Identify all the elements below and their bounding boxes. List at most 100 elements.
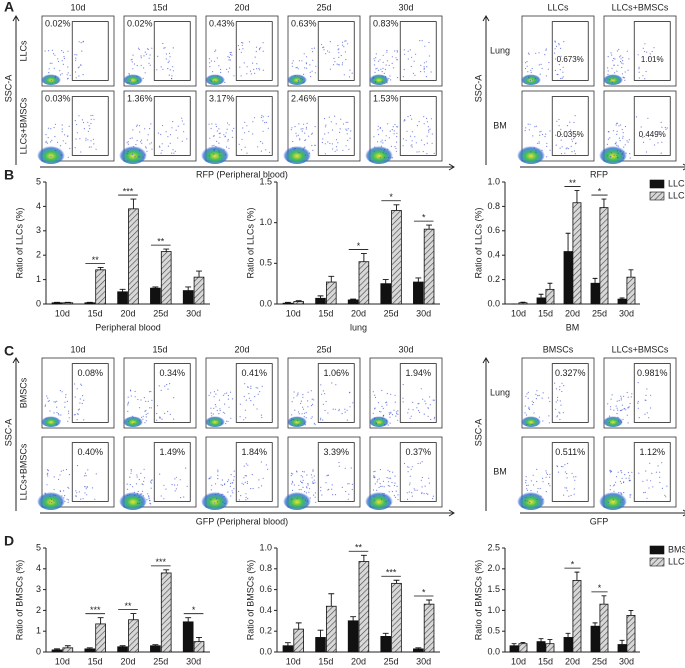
event-dot: [646, 388, 648, 390]
event-dot: [230, 495, 232, 497]
event-dot: [169, 69, 171, 71]
error-bar: [152, 644, 159, 646]
event-dot: [410, 65, 412, 68]
event-dot: [568, 495, 570, 497]
event-dot: [150, 481, 152, 483]
event-dot: [374, 477, 376, 479]
error-bar: [317, 295, 324, 299]
event-dot: [258, 487, 260, 489]
event-dot: [426, 153, 428, 155]
event-dot: [233, 488, 235, 490]
event-dot: [308, 488, 311, 490]
event-dot: [409, 484, 411, 486]
significance-mark: *: [598, 583, 602, 593]
event-dot: [162, 42, 164, 45]
event-dot: [314, 492, 316, 494]
event-dot: [322, 403, 324, 405]
event-dot: [538, 394, 540, 397]
event-dot: [212, 71, 214, 73]
x-tick-label: 20d: [565, 656, 580, 666]
event-dot: [136, 75, 138, 77]
event-dot: [645, 470, 647, 472]
event-dot: [301, 130, 303, 132]
event-dot: [301, 482, 304, 484]
event-dot: [348, 483, 350, 485]
event-dot: [260, 150, 262, 152]
event-dot: [90, 122, 92, 125]
event-dot: [303, 81, 305, 84]
event-dot: [69, 147, 71, 150]
event-dot: [260, 414, 263, 416]
error-bar: [130, 198, 137, 209]
event-dot: [396, 136, 398, 138]
event-dot: [337, 44, 339, 47]
event-dot: [373, 64, 376, 66]
event-dot: [623, 146, 625, 148]
event-dot: [617, 409, 619, 411]
event-dot: [49, 501, 51, 503]
event-dot: [172, 66, 174, 68]
event-dot: [612, 78, 614, 80]
event-dot: [380, 141, 382, 143]
y-tick-label: 2: [36, 250, 41, 260]
y-axis-label: Ratio of BMSCs (%): [245, 560, 255, 641]
event-dot: [227, 420, 229, 422]
legend-label: LLCs: [668, 178, 685, 188]
event-dot: [307, 406, 309, 408]
event-dot: [89, 127, 91, 130]
event-dot: [557, 399, 559, 401]
event-dot: [379, 468, 381, 471]
event-dot: [409, 49, 411, 51]
event-dot: [414, 136, 416, 138]
error-bar: [628, 609, 634, 616]
event-dot: [73, 414, 75, 416]
event-dot: [214, 404, 216, 406]
event-dot: [77, 413, 79, 415]
event-dot: [126, 483, 128, 485]
x-axis-label: lung: [350, 322, 367, 332]
event-dot: [159, 417, 161, 419]
event-dot: [61, 131, 63, 133]
event-dot: [305, 139, 307, 141]
x-tick-label: 10d: [55, 656, 70, 666]
error-bar: [295, 300, 302, 302]
event-dot: [167, 136, 169, 138]
event-dot: [138, 420, 140, 422]
significance-mark: ***: [156, 557, 167, 567]
event-dot: [215, 406, 217, 408]
event-dot: [532, 474, 534, 476]
event-dot: [410, 468, 412, 470]
y-tick-label: 2.5: [487, 542, 500, 552]
event-dot: [168, 52, 171, 55]
event-dot: [144, 154, 146, 156]
event-dot: [230, 51, 232, 54]
event-dot: [304, 67, 306, 69]
event-dot: [429, 128, 431, 130]
event-dot: [616, 70, 618, 72]
event-dot: [147, 134, 149, 136]
population-core: [369, 73, 389, 85]
event-dot: [646, 497, 648, 499]
event-dot: [645, 394, 647, 396]
population-core: [41, 415, 61, 427]
event-dot: [145, 413, 147, 415]
event-dot: [428, 482, 430, 484]
event-dot: [138, 502, 140, 504]
legend-swatch: [649, 545, 665, 555]
event-dot: [574, 479, 576, 481]
event-dot: [231, 130, 233, 132]
event-dot: [421, 461, 423, 463]
event-dot: [134, 396, 136, 398]
event-dot: [394, 482, 396, 484]
event-dot: [311, 416, 313, 418]
event-dot: [217, 492, 219, 494]
event-dot: [524, 67, 527, 70]
event-dot: [373, 136, 375, 138]
event-dot: [86, 494, 88, 496]
axis-arrowhead: [482, 15, 490, 22]
event-dot: [75, 77, 77, 79]
event-dot: [410, 145, 412, 147]
event-dot: [387, 481, 390, 483]
event-dot: [294, 75, 296, 77]
event-dot: [213, 407, 215, 409]
